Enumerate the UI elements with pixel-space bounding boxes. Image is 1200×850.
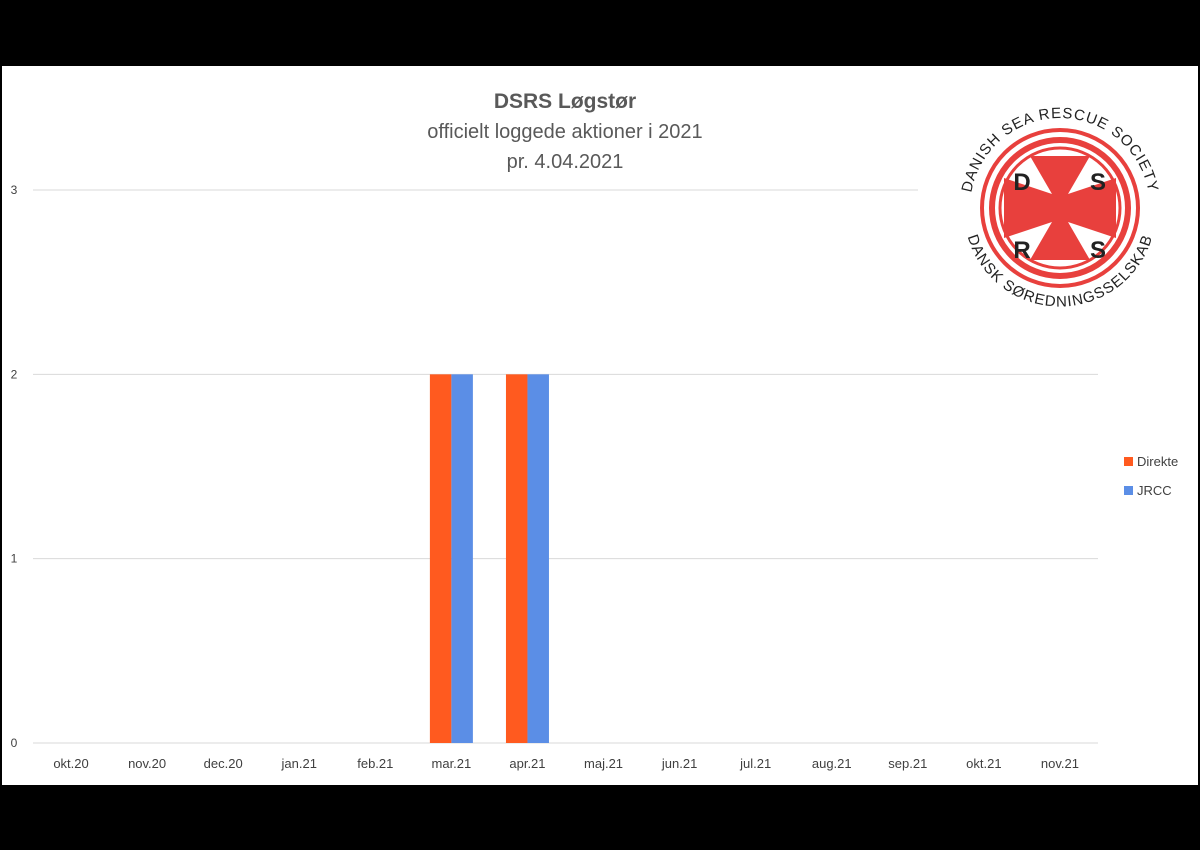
dsrs-logo: D S R S DANISH SEA RESCUE SOCIETY DANSK … xyxy=(958,105,1160,311)
logo-letter-r: R xyxy=(1013,237,1030,264)
x-tick-label-okt-20: okt.20 xyxy=(53,756,88,771)
chart-subtitle: officielt loggede aktioner i 2021 xyxy=(427,121,703,143)
x-tick-label-dec-20: dec.20 xyxy=(204,756,243,771)
logo-cross-icon xyxy=(1004,156,1116,260)
x-tick-label-nov-21: nov.21 xyxy=(1041,756,1079,771)
logo-outer-ring xyxy=(980,128,1140,288)
y-tick-label-2: 2 xyxy=(11,367,18,381)
x-tick-label-jun-21: jun.21 xyxy=(661,756,697,771)
logo-letter-s-top: S xyxy=(1090,169,1106,196)
logo-middle-ring xyxy=(989,137,1131,279)
legend-label-jrcc: JRCC xyxy=(1137,483,1172,498)
y-tick-label-1: 1 xyxy=(11,552,18,566)
bar-jrcc-mar-21 xyxy=(451,374,473,743)
legend-item-jrcc: JRCC xyxy=(1124,483,1172,498)
logo-inner-ring xyxy=(998,146,1122,270)
x-tick-label-apr-21: apr.21 xyxy=(509,756,545,771)
x-tick-label-maj-21: maj.21 xyxy=(584,756,623,771)
logo-letter-s-bottom: S xyxy=(1090,237,1106,264)
x-tick-label-okt-21: okt.21 xyxy=(966,756,1001,771)
chart-date-subtitle: pr. 4.04.2021 xyxy=(506,151,624,173)
bar-jrcc-apr-21 xyxy=(527,374,549,743)
bar-direkte-apr-21 xyxy=(505,374,528,743)
x-tick-label-feb-21: feb.21 xyxy=(357,756,393,771)
y-tick-label-0: 0 xyxy=(11,736,18,750)
y-tick-label-3: 3 xyxy=(11,183,18,197)
bar-direkte-mar-21 xyxy=(429,374,452,743)
legend-swatch-direkte xyxy=(1124,457,1133,466)
legend-label-direkte: Direkte xyxy=(1137,454,1179,469)
chart-title: DSRS Løgstør xyxy=(493,90,637,113)
x-tick-label-aug-21: aug.21 xyxy=(812,756,852,771)
x-tick-label-sep-21: sep.21 xyxy=(888,756,927,771)
legend-swatch-jrcc xyxy=(1124,486,1133,495)
x-tick-label-mar-21: mar.21 xyxy=(432,756,472,771)
x-tick-label-jan-21: jan.21 xyxy=(281,756,317,771)
legend-item-direkte: Direkte xyxy=(1124,454,1178,469)
x-tick-label-nov-20: nov.20 xyxy=(128,756,166,771)
logo-letter-d: D xyxy=(1013,169,1030,196)
x-tick-label-jul-21: jul.21 xyxy=(739,756,771,771)
